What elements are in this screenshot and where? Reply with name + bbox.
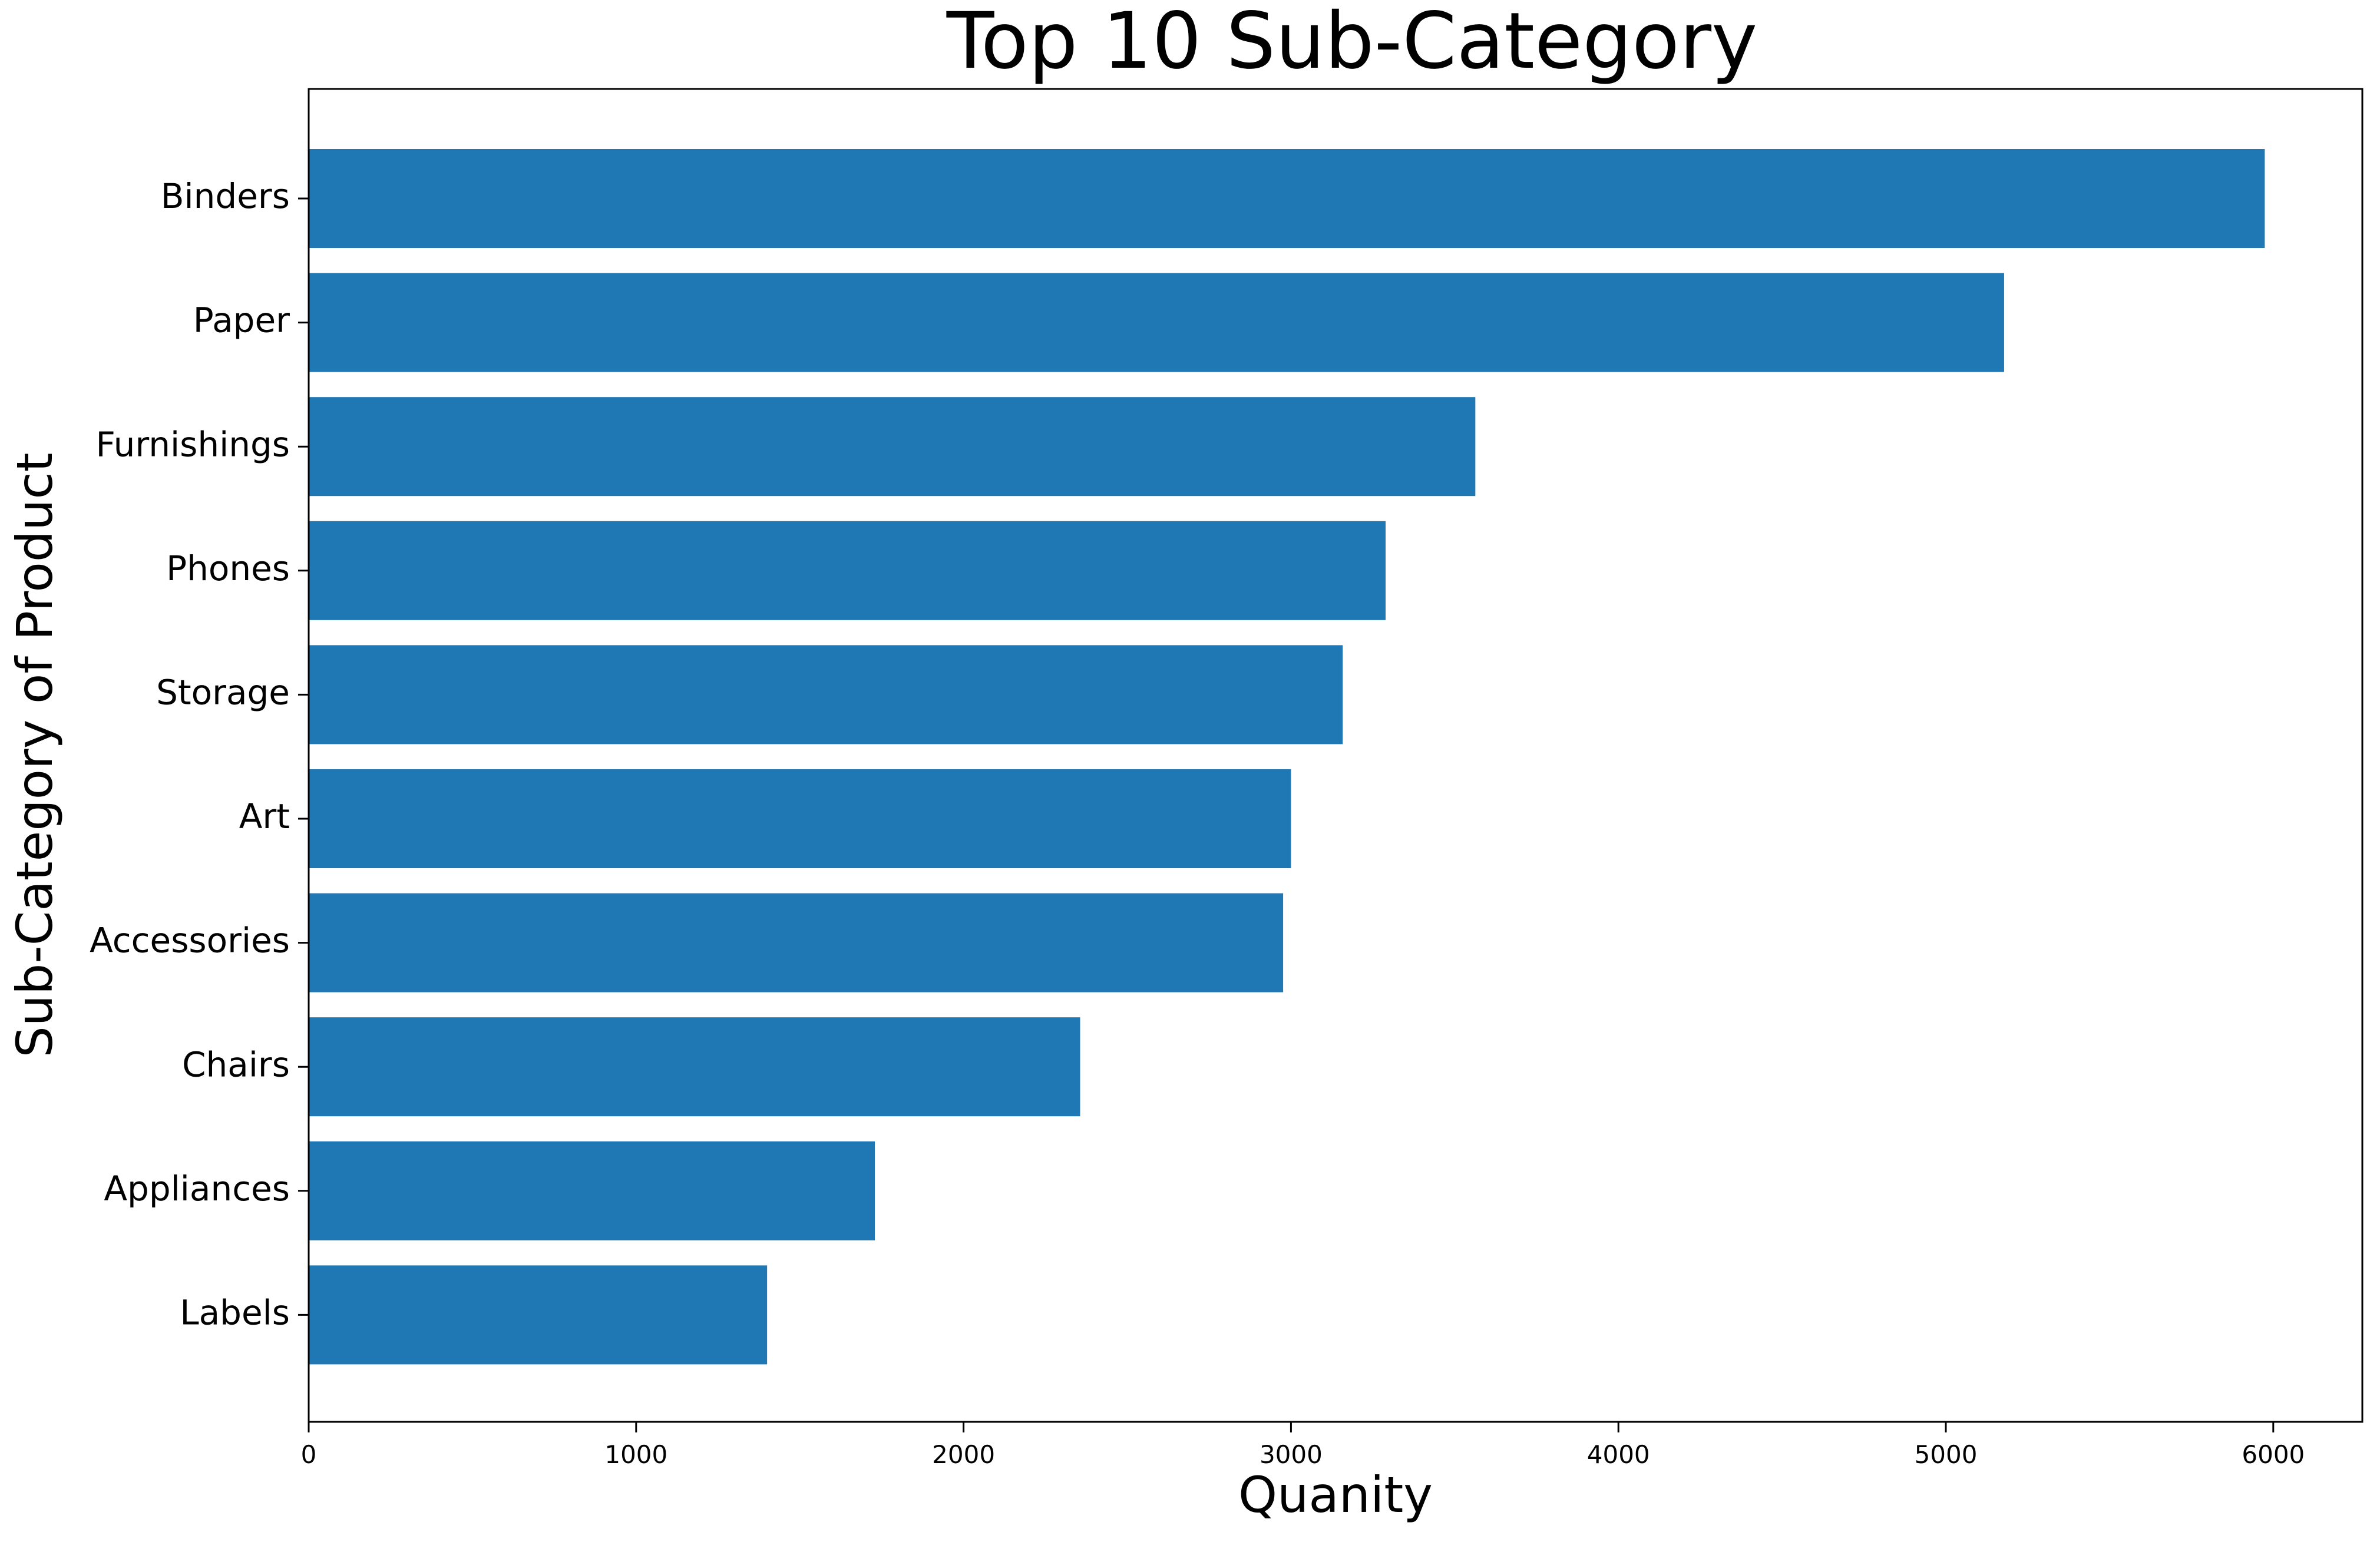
y-tick-label: Appliances [104, 1169, 290, 1209]
bar-paper [309, 273, 2004, 372]
y-axis-label: Sub-Category of Product [6, 452, 64, 1057]
bar-labels [309, 1265, 768, 1365]
bar-chairs [309, 1017, 1080, 1117]
y-tick-label: Labels [180, 1293, 290, 1333]
x-axis-ticks: 0 1000 2000 3000 4000 5000 6000 [301, 1422, 2305, 1469]
y-tick-label: Paper [193, 300, 290, 340]
x-tick-label: 3000 [1260, 1440, 1323, 1469]
bar-binders [309, 149, 2265, 248]
y-tick-label: Binders [161, 176, 290, 216]
y-tick-label: Phones [166, 548, 290, 588]
bar-appliances [309, 1141, 875, 1240]
x-tick-label: 5000 [1915, 1440, 1978, 1469]
y-tick-label: Art [239, 796, 290, 836]
chart-title: Top 10 Sub-Category [946, 0, 1757, 87]
y-axis-ticks: Binders Paper Furnishings Phones Storage Art A… [90, 176, 309, 1333]
bar-phones [309, 521, 1386, 620]
bar-storage [309, 645, 1343, 744]
y-tick-label: Accessories [90, 921, 290, 961]
x-tick-label: 4000 [1587, 1440, 1650, 1469]
x-tick-label: 2000 [932, 1440, 995, 1469]
bars-group [309, 149, 2265, 1365]
x-tick-label: 0 [301, 1440, 317, 1469]
y-tick-label: Furnishings [95, 424, 290, 464]
x-axis-label: Quanity [1238, 1466, 1433, 1524]
x-tick-label: 1000 [604, 1440, 667, 1469]
y-tick-label: Storage [156, 673, 290, 713]
plot-frame [308, 88, 2364, 1423]
bar-art [309, 769, 1291, 868]
y-tick-label: Chairs [182, 1044, 290, 1084]
bar-furnishings [309, 397, 1476, 497]
x-tick-label: 6000 [2242, 1440, 2305, 1469]
bar-accessories [309, 893, 1284, 992]
